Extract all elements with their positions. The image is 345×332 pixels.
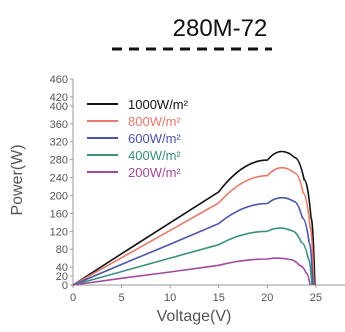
y-tick-label: 160 bbox=[50, 208, 68, 220]
y-tick-label: 20 bbox=[56, 271, 68, 283]
legend-label-1: 1000W/m² bbox=[128, 97, 189, 112]
y-tick-label: 360 bbox=[50, 119, 68, 131]
series-group bbox=[72, 150, 316, 286]
y-tick-label: 40 bbox=[56, 262, 68, 274]
y-tick-label: 80 bbox=[56, 244, 68, 256]
series-line-5 bbox=[72, 257, 311, 286]
y-tick-label: 420 bbox=[50, 92, 68, 104]
y-tick-label: 280 bbox=[50, 155, 68, 167]
legend: 1000W/m² 800W/m² 600W/m² 400W/m² 200W/m² bbox=[87, 97, 189, 180]
legend-label-5: 200W/m² bbox=[128, 165, 181, 180]
series-line-1 bbox=[72, 150, 316, 286]
y-axis-label: Power(W) bbox=[9, 144, 26, 215]
y-tick-label: 320 bbox=[50, 137, 68, 149]
x-tick-label: 15 bbox=[213, 292, 225, 304]
x-tick-label: 10 bbox=[164, 292, 176, 304]
x-tick-label: 5 bbox=[119, 292, 125, 304]
axes bbox=[72, 79, 345, 286]
y-tick-label: 0 bbox=[62, 280, 68, 292]
series-line-3 bbox=[72, 196, 314, 286]
legend-label-3: 600W/m² bbox=[128, 131, 181, 146]
y-tick-label: 460 bbox=[50, 74, 68, 86]
legend-label-2: 800W/m² bbox=[128, 114, 181, 129]
series-line-4 bbox=[72, 227, 313, 286]
y-tick-label: 400 bbox=[50, 101, 68, 113]
legend-label-4: 400W/m² bbox=[128, 148, 181, 163]
x-axis-label: Voltage(V) bbox=[157, 308, 232, 325]
x-tick-label: 0 bbox=[70, 292, 76, 304]
y-tick-label: 240 bbox=[50, 173, 68, 185]
x-tick-label: 25 bbox=[310, 292, 322, 304]
series-line-2 bbox=[72, 166, 315, 286]
y-tick-label: 120 bbox=[50, 226, 68, 238]
x-tick-label: 20 bbox=[261, 292, 273, 304]
y-tick-label: 200 bbox=[50, 190, 68, 202]
chart-title: 280M-72 bbox=[173, 15, 268, 42]
